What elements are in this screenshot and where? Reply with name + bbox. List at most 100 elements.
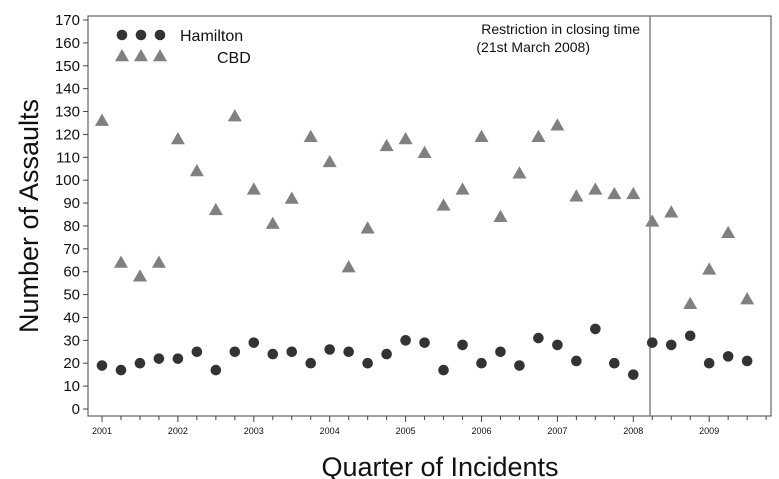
y-tick-label: 20 <box>63 355 80 372</box>
point-cbd <box>512 166 527 179</box>
point-cbd <box>645 214 660 227</box>
point-cbd <box>341 260 356 273</box>
y-tick-label: 130 <box>55 104 80 121</box>
point-hamilton <box>286 346 298 358</box>
point-hamilton <box>381 348 392 360</box>
point-cbd <box>493 209 508 223</box>
point-cbd <box>303 129 318 142</box>
point-hamilton <box>153 353 165 364</box>
y-tick-label: 0 <box>72 401 80 418</box>
legend-marker-cbd-triangle <box>115 49 129 62</box>
plot-frame <box>87 15 772 417</box>
point-cbd <box>170 131 185 145</box>
point-cbd <box>208 202 223 216</box>
y-tick-label: 110 <box>56 149 80 166</box>
point-hamilton <box>609 357 620 369</box>
point-cbd <box>95 113 109 126</box>
point-hamilton <box>229 346 241 358</box>
legend-label-cbd: CBD <box>217 50 251 67</box>
point-hamilton <box>571 355 582 367</box>
point-cbd <box>132 269 147 282</box>
point-cbd <box>246 182 261 195</box>
point-hamilton <box>533 332 544 344</box>
point-hamilton <box>191 346 203 358</box>
x-tick-label: 2006 <box>471 426 491 436</box>
point-hamilton <box>134 357 146 369</box>
point-cbd <box>322 154 337 168</box>
point-hamilton <box>267 348 279 360</box>
point-cbd <box>664 205 679 218</box>
y-tick-label: 60 <box>63 264 80 281</box>
y-tick-label: 30 <box>63 332 80 349</box>
point-cbd <box>113 255 128 268</box>
y-tick-label: 120 <box>55 126 80 143</box>
y-axis-title: Number of Assaults <box>14 99 44 333</box>
point-hamilton <box>305 357 317 369</box>
y-tick-label: 90 <box>63 195 80 212</box>
y-tick-label: 70 <box>63 241 80 258</box>
y-tick-label: 160 <box>55 35 80 52</box>
annotation-line-2: (21st March 2008) <box>476 39 590 55</box>
point-hamilton <box>665 339 677 351</box>
point-hamilton <box>248 337 260 348</box>
x-tick-label: 2001 <box>92 426 112 436</box>
point-hamilton <box>210 364 222 376</box>
point-hamilton <box>590 323 601 335</box>
x-axis: 2001 2002 2003 2004 2005 2006 2007 2008 2009 <box>92 416 767 436</box>
x-tick-label: 2002 <box>168 426 188 436</box>
y-tick-label: 80 <box>63 218 80 235</box>
point-cbd <box>626 186 641 200</box>
point-hamilton <box>324 344 336 355</box>
point-cbd <box>588 182 603 195</box>
point-cbd <box>227 109 242 122</box>
legend-marker-hamilton-dot <box>154 29 166 41</box>
point-hamilton <box>419 337 430 348</box>
point-hamilton <box>343 346 354 358</box>
data-points <box>95 109 755 380</box>
point-hamilton <box>495 346 506 358</box>
legend: Hamilton CBD <box>115 28 251 67</box>
point-cbd <box>607 186 622 200</box>
point-cbd <box>531 129 546 142</box>
point-hamilton <box>646 337 658 348</box>
point-cbd <box>151 255 166 268</box>
legend-marker-cbd-triangle <box>134 49 148 62</box>
point-hamilton <box>115 364 127 376</box>
point-hamilton <box>703 357 715 369</box>
point-cbd <box>265 216 280 229</box>
point-hamilton <box>172 353 184 364</box>
point-cbd <box>398 131 413 145</box>
legend-marker-cbd-triangle <box>153 49 167 62</box>
point-hamilton <box>457 339 468 351</box>
point-cbd <box>683 296 698 309</box>
y-tick-label: 10 <box>63 378 80 395</box>
point-cbd <box>550 118 565 131</box>
point-cbd <box>721 225 736 239</box>
point-cbd <box>284 191 299 204</box>
point-cbd <box>740 292 755 305</box>
point-cbd <box>417 145 432 158</box>
point-hamilton <box>96 360 108 371</box>
y-tick-label: 150 <box>55 58 80 75</box>
y-tick-label: 50 <box>63 287 80 304</box>
point-cbd <box>360 221 375 234</box>
point-hamilton <box>438 364 449 376</box>
point-hamilton <box>722 351 734 362</box>
point-hamilton <box>684 330 696 342</box>
y-tick-label: 170 <box>55 12 80 29</box>
point-hamilton <box>741 355 753 367</box>
point-cbd <box>569 189 584 202</box>
point-hamilton <box>400 335 411 346</box>
point-hamilton <box>476 357 487 369</box>
point-cbd <box>436 198 451 211</box>
point-cbd <box>474 129 489 142</box>
x-tick-label: 2008 <box>623 426 643 436</box>
point-hamilton <box>514 360 525 371</box>
legend-label-hamilton: Hamilton <box>180 28 243 45</box>
annotation-line-1: Restriction in closing time <box>481 21 640 37</box>
point-cbd <box>379 138 394 152</box>
y-axis: 0 10 20 30 40 50 60 70 80 90 100 110 120 130 140 150 160… <box>55 12 88 418</box>
legend-marker-hamilton-dot <box>135 29 147 41</box>
point-hamilton <box>362 357 373 369</box>
